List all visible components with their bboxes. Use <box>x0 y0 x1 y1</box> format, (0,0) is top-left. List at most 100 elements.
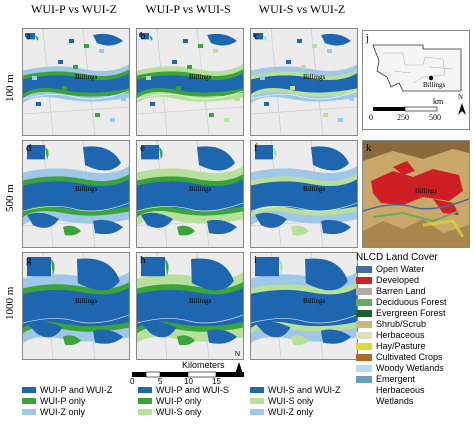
nlcd-label: Herbaceous <box>376 330 425 340</box>
scalebar-tick-10: 10 <box>184 377 193 386</box>
nlcd-label: Emergent Herbaceous Wetlands <box>376 374 425 406</box>
legend-swatch <box>138 387 152 393</box>
panel-letter-j: j <box>366 32 370 44</box>
wui-map-raster <box>137 29 243 135</box>
wui-map-panel: e Billings <box>136 140 244 248</box>
city-label: Billings <box>303 185 326 193</box>
panel-letter: d <box>26 142 32 154</box>
column-title-1: WUI-P vs WUI-Z <box>31 2 117 16</box>
billings-point <box>428 75 434 81</box>
wui-map-panel: c Billings <box>250 28 358 136</box>
nlcd-legend-item: Developed <box>356 275 447 286</box>
nlcd-legend-item: Hay/Pasture <box>356 341 447 352</box>
wui-map-panel: d Billings <box>22 140 130 248</box>
nlcd-legend-item: Woody Wetlands <box>356 363 447 374</box>
scalebar-graphic <box>132 371 244 378</box>
scalebar-tick-5: 5 <box>158 377 163 386</box>
legend-label: WUI-Z only <box>40 407 85 417</box>
panel-letter: c <box>254 30 259 42</box>
legend-swatch <box>22 409 36 415</box>
legend-label: WUI-S only <box>156 407 202 417</box>
nlcd-label: Open Water <box>376 264 425 274</box>
wui-map-panel: b Billings <box>136 28 244 136</box>
city-label: Billings <box>303 297 326 305</box>
wui-map-raster <box>23 141 129 247</box>
city-label: Billings <box>189 185 212 193</box>
montana-outline <box>372 44 466 115</box>
legend-swatch <box>138 398 152 404</box>
legend-swatch <box>250 387 264 393</box>
nlcd-label: Deciduous Forest <box>376 297 447 307</box>
north-arrow-icon <box>458 103 466 115</box>
nlcd-swatch <box>356 321 372 328</box>
nlcd-legend-title: NLCD Land Cover <box>356 252 438 263</box>
legend-col-2: WUI-P and WUI-S WUI-P only WUI-S only <box>138 385 229 418</box>
locator-map-panel: j Billings 0 250 500 km N <box>362 30 470 130</box>
city-label: Billings <box>75 185 98 193</box>
legend-swatch <box>22 387 36 393</box>
legend-item: WUI-S only <box>250 396 341 406</box>
landcover-map-panel: k Billings <box>362 140 470 248</box>
wui-map-panel: g Billings <box>22 252 130 360</box>
wui-map-raster <box>23 253 129 359</box>
legend-item: WUI-P only <box>22 396 112 406</box>
panel-letter: f <box>254 142 258 154</box>
nlcd-swatch <box>356 354 372 361</box>
legend-label: WUI-P only <box>40 396 86 406</box>
nlcd-label: Hay/Pasture <box>376 341 426 351</box>
column-title-2: WUI-P vs WUI-S <box>145 2 231 16</box>
panel-letter: a <box>26 30 31 42</box>
panel-letter: g <box>26 254 32 266</box>
legend-item: WUI-P only <box>138 396 229 406</box>
legend-swatch <box>250 398 264 404</box>
city-label: Billings <box>189 73 212 81</box>
nlcd-swatch <box>356 266 372 273</box>
panel-letter: b <box>140 30 146 42</box>
nlcd-label: Woody Wetlands <box>376 363 444 373</box>
nlcd-swatch <box>356 277 372 284</box>
city-label: Billings <box>303 73 326 81</box>
panel-letter: i <box>254 254 258 266</box>
panel-letter: h <box>140 254 146 266</box>
wui-map-panel: f Billings <box>250 140 358 248</box>
wui-map-raster <box>251 29 357 135</box>
wui-map-panel: i Billings <box>250 252 358 360</box>
legend-label: WUI-P only <box>156 396 202 406</box>
scalebar-tick-0: 0 <box>130 377 135 386</box>
wui-map-raster <box>137 141 243 247</box>
legend-col-1: WUI-P and WUI-Z WUI-P only WUI-Z only <box>22 385 112 418</box>
nlcd-swatch <box>356 310 372 317</box>
nlcd-swatch <box>356 299 372 306</box>
nlcd-label: Cultivated Crops <box>376 352 443 362</box>
legend-swatch <box>250 409 264 415</box>
north-label: N <box>235 351 241 358</box>
city-label: Billings <box>75 73 98 81</box>
legend-label: WUI-P and WUI-S <box>156 385 229 395</box>
scalebar-title: Kilometers <box>182 360 225 370</box>
nlcd-swatch <box>356 343 372 350</box>
wui-map-raster <box>23 29 129 135</box>
city-label: Billings <box>75 297 98 305</box>
nlcd-legend-item: Evergreen Forest <box>356 308 447 319</box>
column-title-3: WUI-S vs WUI-Z <box>258 2 346 16</box>
nlcd-legend-item: Cultivated Crops <box>356 352 447 363</box>
nlcd-label: Barren Land <box>376 286 426 296</box>
locator-scale-250: 250 <box>397 113 409 122</box>
nlcd-swatch <box>356 365 372 372</box>
nlcd-swatch <box>356 376 372 383</box>
nlcd-legend-item: Deciduous Forest <box>356 297 447 308</box>
nlcd-legend: Open Water Developed Barren Land Deciduous … <box>356 264 447 407</box>
legend-item: WUI-Z only <box>22 407 112 417</box>
legend-label: WUI-Z only <box>268 407 313 417</box>
legend-item: WUI-P and WUI-S <box>138 385 229 395</box>
panel-letter-k: k <box>366 142 372 154</box>
wui-map-raster <box>251 253 357 359</box>
nlcd-legend-item: Herbaceous <box>356 330 447 341</box>
locator-scale-500: 500 <box>429 113 441 122</box>
wui-map-panel: a Billings <box>22 28 130 136</box>
locator-north-label: N <box>458 93 464 101</box>
locator-city-label: Billings <box>423 81 446 89</box>
nlcd-legend-item: Emergent Herbaceous Wetlands <box>356 374 447 407</box>
legend-item: WUI-Z only <box>250 407 341 417</box>
scalebar-tick-15: 15 <box>212 377 221 386</box>
